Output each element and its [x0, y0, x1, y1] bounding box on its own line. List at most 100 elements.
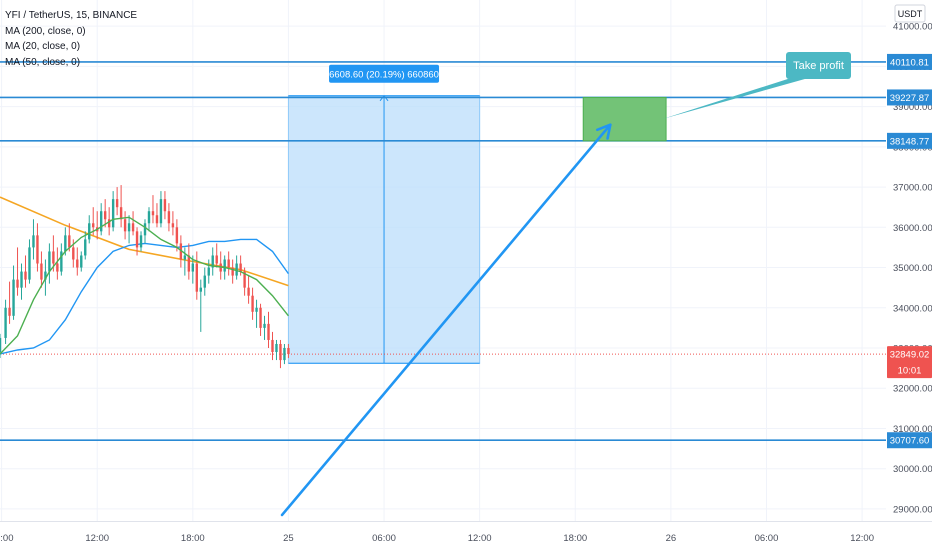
candle: [119, 185, 123, 228]
candle-body: [40, 263, 43, 280]
candle: [207, 259, 210, 284]
candle-body: [259, 307, 262, 328]
take-profit-callout[interactable]: Take profit: [662, 52, 851, 120]
candle: [171, 211, 175, 236]
candle: [135, 227, 139, 256]
candle-body: [187, 255, 191, 272]
candle: [131, 211, 135, 236]
candle: [163, 191, 167, 220]
candle-body: [275, 343, 278, 353]
candle-body: [88, 223, 91, 240]
candle-body: [80, 255, 83, 268]
level-price-tag-label: 30707.60: [890, 436, 930, 447]
candle: [123, 211, 127, 240]
candle-body: [183, 255, 187, 260]
candle-body: [4, 307, 7, 338]
candle: [155, 203, 159, 228]
callout-box: [786, 52, 851, 79]
time-tick-label: 18:00: [563, 533, 587, 544]
candle-body: [255, 307, 258, 312]
candle: [235, 255, 238, 280]
candle-body: [119, 207, 123, 220]
candle: [20, 263, 23, 300]
candle: [16, 247, 19, 296]
candle: [4, 299, 7, 344]
legend-ma50[interactable]: MA (50, close, 0): [5, 56, 81, 68]
candle-body: [107, 219, 111, 228]
candle-body: [239, 263, 242, 272]
candle: [60, 243, 63, 276]
candle-body: [195, 263, 199, 292]
candle: [183, 247, 187, 276]
candle: [255, 299, 258, 328]
candle: [179, 235, 183, 268]
candle-body: [135, 231, 139, 248]
projection-arrow[interactable]: [280, 123, 612, 517]
time-tick-label: 12:00: [850, 533, 874, 544]
time-tick-label: 06:00: [0, 533, 13, 544]
candle-body: [76, 259, 79, 268]
time-tick-label: 06:00: [755, 533, 779, 544]
candle: [275, 339, 278, 361]
candle: [199, 279, 202, 332]
candle: [263, 315, 266, 340]
symbol-title[interactable]: YFI / TetherUS, 15, BINANCE: [5, 10, 138, 21]
candle-body: [131, 223, 135, 232]
candle-body: [127, 223, 131, 232]
time-tick-label: 18:00: [181, 533, 205, 544]
candle-body: [171, 223, 175, 228]
candle-body: [92, 223, 95, 228]
candle-body: [235, 263, 238, 276]
level-price-tag: [887, 53, 932, 70]
candle: [159, 191, 163, 228]
candle-body: [115, 199, 119, 208]
legend-ma20[interactable]: MA (20, close, 0): [5, 41, 81, 52]
price-tick-label: 29000.00: [893, 504, 932, 515]
candle-body: [8, 307, 11, 316]
price-tick-label: 36000.00: [893, 223, 932, 234]
time-axis[interactable]: 06:00 12:00 18:00 25 06:00 12:00 18:00 26 06:00 1…: [0, 533, 932, 544]
take-profit-zone[interactable]: [582, 96, 667, 142]
countdown-label: 10:01: [898, 366, 922, 377]
candle-body: [263, 323, 266, 328]
measure-tool[interactable]: 6608.60 (20.19%) 660860: [287, 64, 481, 364]
candle-body: [84, 239, 87, 256]
candle-body: [24, 271, 27, 280]
candle-body: [243, 271, 246, 288]
candle-body: [143, 223, 147, 236]
candle: [139, 231, 143, 252]
price-tick-label: 30000.00: [893, 464, 932, 475]
level-price-tag-label: 40110.81: [890, 57, 929, 68]
callout-label: Take profit: [793, 60, 844, 72]
candle: [48, 243, 51, 284]
candle-body: [191, 263, 195, 272]
candle-body: [60, 251, 63, 272]
candle: [271, 331, 274, 361]
candle: [32, 219, 35, 260]
last-price-tag-label: 32849.02: [890, 350, 930, 361]
ma200-line: [0, 196, 289, 287]
legend-ma200[interactable]: MA (200, close, 0): [5, 25, 86, 37]
candle-body: [147, 211, 151, 224]
candle: [8, 281, 11, 324]
time-tick-label: 25: [283, 533, 294, 544]
candle: [211, 247, 214, 276]
candle: [36, 223, 39, 272]
candle-body: [287, 348, 290, 355]
candle-body: [283, 348, 286, 361]
candle: [88, 215, 91, 244]
candle: [103, 199, 107, 228]
candle: [231, 259, 234, 284]
candle-body: [199, 287, 202, 292]
candle-body: [44, 271, 47, 280]
chart-legend: YFI / TetherUS, 15, BINANCE MA (200, clo…: [5, 8, 137, 70]
currency-button[interactable]: USDT: [894, 4, 926, 23]
level-price-tag: [887, 89, 932, 106]
candle-body: [215, 255, 218, 264]
candle: [80, 251, 83, 272]
candle: [147, 207, 151, 232]
price-tick-label: 31000.00: [893, 424, 932, 435]
candle: [0, 333, 2, 359]
candle-body: [16, 279, 19, 288]
